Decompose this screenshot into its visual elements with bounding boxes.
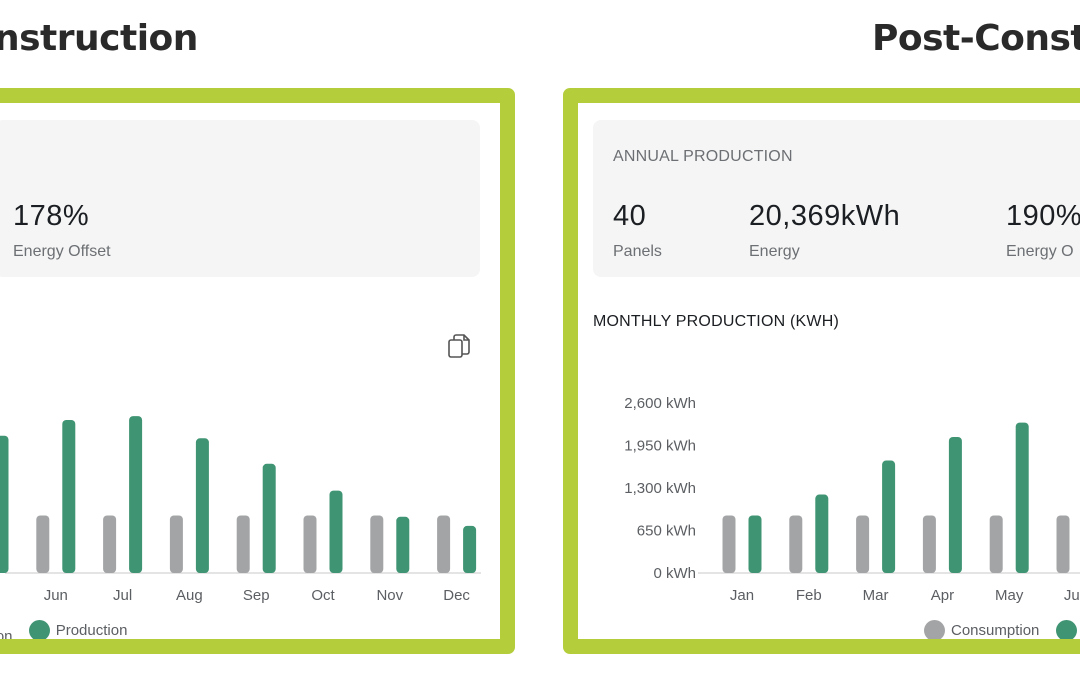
x-tick-label: Jun — [1064, 587, 1080, 604]
energy-offset-label: Energy O — [1006, 243, 1074, 260]
energy-offset-label: Energy Offset — [13, 243, 111, 260]
x-tick-label: Oct — [311, 587, 335, 604]
pre-construction-heading: nstruction — [0, 18, 198, 59]
legend-item-production: Production — [28, 620, 128, 639]
energy-offset-stat: 178% Energy Offset — [13, 202, 111, 261]
production-bar — [948, 437, 962, 573]
production-bar — [262, 463, 276, 573]
legend-swatch-consumption — [924, 620, 945, 639]
consumption-bar — [169, 515, 183, 573]
y-tick-label: 650 kWh — [637, 523, 696, 540]
legend-label-production: Production — [55, 622, 128, 639]
x-tick-label: May — [995, 587, 1024, 604]
chart-title: MONTHLY PRODUCTION (KWH) — [593, 313, 839, 330]
consumption-bar — [1056, 515, 1070, 573]
energy-label: Energy — [749, 243, 800, 260]
legend-swatch-production — [1055, 620, 1077, 639]
consumption-bar — [722, 515, 736, 573]
production-bar — [0, 435, 9, 573]
chart-legend-post: Consumption — [924, 620, 1080, 639]
production-bar — [748, 515, 762, 573]
x-tick-label: Mar — [863, 587, 889, 604]
legend-label-consumption: otion — [0, 628, 13, 645]
legend-swatch-production — [28, 620, 50, 639]
production-bar — [463, 525, 477, 573]
production-bar — [396, 516, 410, 573]
consumption-bar — [36, 515, 50, 573]
consumption-bar — [103, 515, 117, 573]
stats-title: ANNUAL PRODUCTION — [613, 148, 793, 165]
production-bar — [129, 416, 143, 573]
x-tick-label: Aug — [176, 587, 203, 604]
annual-production-card: ANNUAL PRODUCTION 40 Panels 20,369kWh En… — [593, 120, 1080, 277]
post-construction-heading: Post-Constr — [872, 18, 1080, 59]
x-tick-label: Apr — [931, 587, 954, 604]
production-bar — [1015, 422, 1029, 573]
production-bar — [62, 420, 76, 573]
monthly-production-chart-pre: Jun Jul Aug Sep Oct Nov Dec — [0, 416, 481, 604]
consumption-bar — [370, 515, 384, 573]
energy-stat: 20,369kWh Energy — [749, 202, 900, 261]
consumption-bar — [922, 515, 936, 573]
production-bar — [329, 490, 343, 573]
production-bar — [882, 460, 896, 573]
y-tick-label: 1,300 kWh — [624, 480, 696, 497]
copy-icon[interactable] — [447, 334, 471, 360]
production-bar — [195, 438, 209, 573]
energy-value: 20,369kWh — [749, 200, 901, 232]
x-tick-label: Feb — [796, 587, 822, 604]
energy-offset-value: 190% — [1006, 200, 1080, 232]
x-tick-label: Sep — [243, 587, 270, 604]
legend-item-consumption: Consumption — [924, 620, 1040, 639]
legend-item-consumption: otion — [0, 628, 13, 645]
y-tick-label: 2,600 kWh — [624, 395, 696, 412]
y-tick-label: 0 kWh — [653, 565, 696, 582]
x-tick-label: Nov — [376, 587, 403, 604]
chart-legend-pre: otion Production — [0, 620, 139, 645]
legend-item-production — [1055, 620, 1080, 639]
x-tick-label: Dec — [443, 587, 470, 604]
production-bar — [815, 494, 829, 573]
annual-production-card: 178% Energy Offset — [0, 120, 480, 277]
post-construction-panel: ANNUAL PRODUCTION 40 Panels 20,369kWh En… — [563, 88, 1080, 654]
energy-offset-value: 178% — [13, 200, 90, 232]
consumption-bar — [789, 515, 803, 573]
panels-label: Panels — [613, 243, 662, 260]
consumption-bar — [437, 515, 451, 573]
consumption-bar — [856, 515, 870, 573]
y-tick-label: 1,950 kWh — [624, 438, 696, 455]
consumption-bar — [236, 515, 250, 573]
monthly-production-chart-post: Jan Feb Mar Apr May Jun 0 kWh 650 kWh 1,300 kWh 1… — [624, 395, 1080, 604]
energy-offset-stat: 190% Energy O — [1006, 202, 1080, 261]
x-tick-label: Jul — [113, 587, 132, 604]
consumption-bar — [989, 515, 1003, 573]
panels-value: 40 — [613, 200, 647, 232]
panels-stat: 40 Panels — [613, 202, 662, 261]
legend-label-consumption: Consumption — [951, 622, 1040, 639]
pre-construction-panel: 178% Energy Offset Jun Jul Aug Sep Oct Nov Dec… — [0, 88, 515, 654]
x-tick-label: Jan — [730, 587, 754, 604]
x-tick-label: Jun — [44, 587, 68, 604]
consumption-bar — [303, 515, 317, 573]
